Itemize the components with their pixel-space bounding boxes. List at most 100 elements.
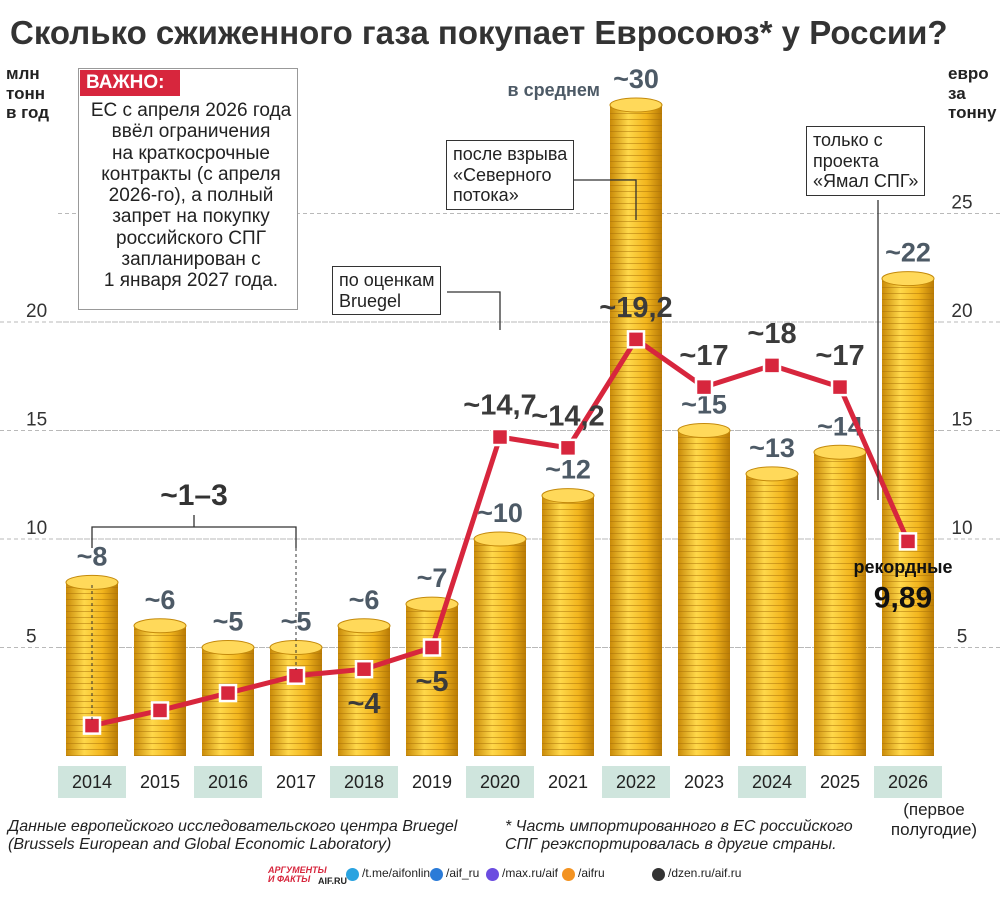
line-point bbox=[286, 666, 306, 685]
x-tick-label: 2022 bbox=[616, 772, 656, 792]
y2-tick-label: 20 bbox=[951, 301, 972, 322]
social-link: /t.me/aifonline bbox=[362, 866, 437, 880]
category-band bbox=[58, 766, 126, 798]
x-tick-label: 2019 bbox=[412, 772, 452, 792]
category-band bbox=[534, 766, 602, 798]
value-label: ~18 bbox=[747, 318, 796, 350]
y-tick-label: 20 bbox=[26, 301, 47, 322]
line-point bbox=[422, 638, 442, 657]
value-label: ~14,2 bbox=[531, 401, 604, 433]
value-label: ~22 bbox=[885, 238, 931, 268]
line-point bbox=[694, 377, 714, 397]
coin-stripes bbox=[542, 495, 594, 756]
y2-tick-label: 5 bbox=[957, 627, 968, 648]
x-tick-label: 2016 bbox=[208, 772, 248, 792]
y-tick-label: 10 bbox=[26, 518, 47, 539]
line-point bbox=[558, 438, 578, 458]
line-point bbox=[218, 683, 238, 703]
category-band bbox=[670, 766, 738, 798]
bracket bbox=[91, 515, 297, 548]
value-label: ~5 bbox=[213, 607, 244, 637]
x-tick-label: 2018 bbox=[344, 772, 384, 792]
x-tick-label: 2020 bbox=[480, 772, 520, 792]
y-tick-label: 5 bbox=[26, 627, 37, 648]
category-band bbox=[602, 766, 670, 798]
notice-box bbox=[78, 68, 298, 310]
value-label: ~12 bbox=[545, 455, 591, 485]
line-point bbox=[830, 377, 850, 397]
coin-stripes bbox=[746, 473, 798, 756]
x-tick-label: 2021 bbox=[548, 772, 588, 792]
x-tick-label: 2017 bbox=[276, 772, 316, 792]
y2-tick-label: 10 bbox=[951, 518, 972, 539]
source-note: Данные европейского исследовательского ц… bbox=[8, 818, 458, 854]
value-label: ~14,7 bbox=[463, 390, 536, 422]
category-band bbox=[738, 766, 806, 798]
social-link: /aif_ru bbox=[446, 866, 480, 880]
coin-stripes bbox=[678, 430, 730, 756]
y2-axis-label: евро за тонну bbox=[948, 64, 997, 123]
line-point bbox=[490, 427, 510, 447]
y2-tick-label: 25 bbox=[951, 193, 972, 214]
coin-top bbox=[133, 618, 187, 634]
social-icon bbox=[430, 868, 443, 881]
coin-top bbox=[677, 423, 731, 438]
footnote: * Часть импортированного в ЕС российског… bbox=[505, 818, 853, 854]
social-icon bbox=[346, 868, 359, 881]
category-band bbox=[466, 766, 534, 798]
line-point bbox=[762, 356, 782, 375]
value-label: 9,89 bbox=[874, 581, 932, 614]
value-label: ~6 bbox=[349, 585, 380, 615]
y-tick-label: 15 bbox=[26, 410, 47, 431]
line-point bbox=[898, 532, 918, 551]
leader bbox=[447, 291, 501, 330]
social-link: /max.ru/aif bbox=[502, 866, 559, 880]
value-label: ~13 bbox=[749, 433, 795, 463]
category-band bbox=[262, 766, 330, 798]
value-label: ~7 bbox=[417, 563, 448, 593]
line-point bbox=[354, 659, 374, 679]
value-label: ~17 bbox=[679, 340, 728, 372]
x-tick-label: 2026 bbox=[888, 772, 928, 792]
category-band bbox=[126, 766, 194, 798]
coin-stripes bbox=[338, 625, 390, 756]
category-band bbox=[398, 766, 466, 798]
notice-text: ЕС с апреля 2026 года ввёл ограничения н… bbox=[90, 100, 292, 292]
y-axis-label: млн тонн в год bbox=[6, 64, 49, 123]
coin-stripes bbox=[134, 625, 186, 756]
social-link: /dzen.ru/aif.ru bbox=[668, 866, 742, 880]
annotation: ~1–3 bbox=[160, 479, 228, 512]
x-tick-label: 2025 bbox=[820, 772, 860, 792]
coin-stripes bbox=[270, 647, 322, 756]
line-point bbox=[150, 701, 170, 720]
annotation: рекордные bbox=[854, 557, 953, 577]
coin-top bbox=[881, 271, 935, 287]
x-tick-label: 2024 bbox=[752, 772, 792, 792]
coin-top bbox=[65, 574, 119, 590]
chart-title: Сколько сжиженного газа покупает Евросою… bbox=[10, 14, 948, 51]
coin-top bbox=[609, 97, 663, 113]
coin-stripes bbox=[406, 604, 458, 756]
callout: только с проекта «Ямал СПГ» bbox=[806, 126, 926, 197]
y2-tick-label: 15 bbox=[951, 410, 972, 431]
coin-stripes bbox=[474, 539, 526, 756]
line-point bbox=[82, 716, 102, 735]
category-band bbox=[194, 766, 262, 798]
coin-stripes bbox=[882, 278, 934, 756]
social-icon bbox=[652, 868, 665, 881]
leader bbox=[560, 179, 637, 220]
social-icon bbox=[486, 868, 499, 881]
logo-site: AIF.RU bbox=[318, 876, 347, 886]
category-note: (первое полугодие) bbox=[890, 800, 978, 839]
line-point bbox=[626, 330, 646, 349]
notice-title: ВАЖНО: bbox=[80, 70, 180, 96]
category-band bbox=[874, 766, 942, 798]
social-icon bbox=[562, 868, 575, 881]
x-tick-label: 2015 bbox=[140, 772, 180, 792]
x-tick-label: 2014 bbox=[72, 772, 112, 792]
coin-top bbox=[473, 531, 527, 547]
logo: АРГУМЕНТЫ И ФАКТЫ bbox=[268, 865, 327, 884]
callout: по оценкам Bruegel bbox=[332, 266, 442, 316]
